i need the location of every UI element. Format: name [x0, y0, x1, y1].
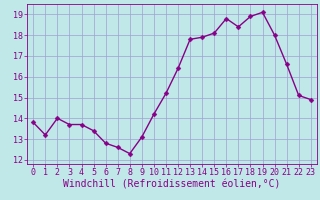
- X-axis label: Windchill (Refroidissement éolien,°C): Windchill (Refroidissement éolien,°C): [63, 180, 281, 190]
